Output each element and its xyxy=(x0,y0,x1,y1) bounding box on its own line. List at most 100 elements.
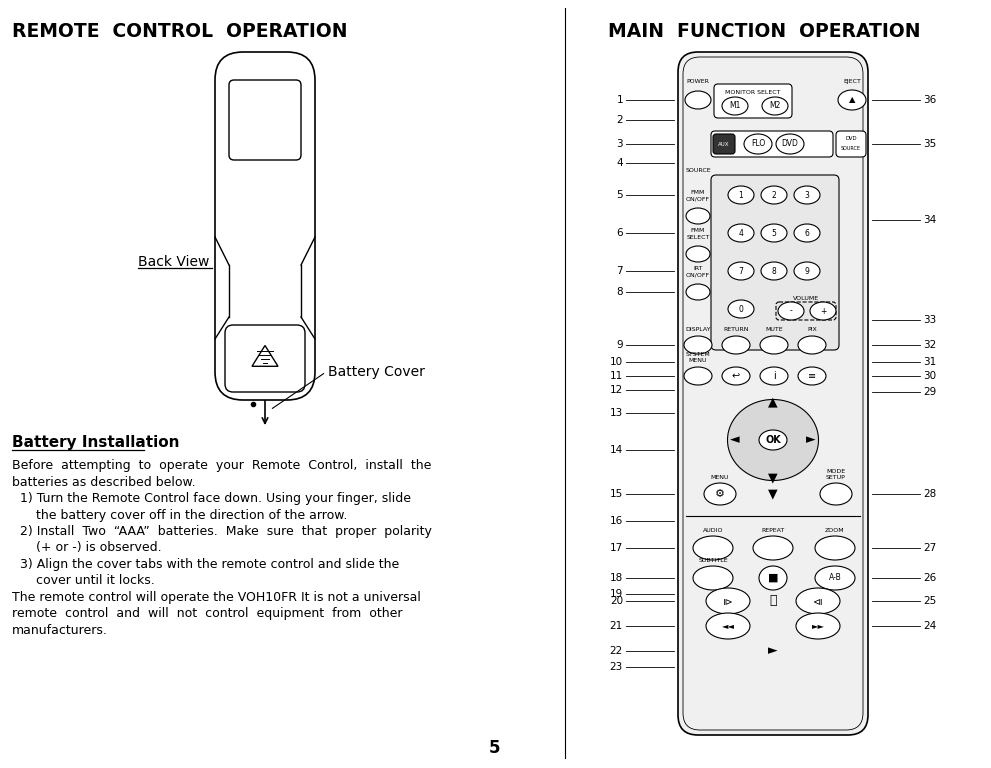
Text: 22: 22 xyxy=(609,646,623,656)
Text: A-B: A-B xyxy=(828,574,841,582)
Text: 9: 9 xyxy=(805,266,810,276)
FancyBboxPatch shape xyxy=(678,52,868,735)
Text: OK: OK xyxy=(765,435,781,445)
Text: 5: 5 xyxy=(772,229,776,237)
Text: The remote control will operate the VOH10FR It is not a universal: The remote control will operate the VOH1… xyxy=(12,591,421,604)
Text: ▲: ▲ xyxy=(768,396,778,409)
Text: 6: 6 xyxy=(805,229,810,237)
Text: Battery Cover: Battery Cover xyxy=(328,365,425,379)
Text: 16: 16 xyxy=(609,516,623,526)
Polygon shape xyxy=(252,346,278,366)
Text: manufacturers.: manufacturers. xyxy=(12,624,108,637)
Text: batteries as described below.: batteries as described below. xyxy=(12,475,195,488)
Text: 25: 25 xyxy=(923,596,936,606)
Text: 24: 24 xyxy=(923,621,936,631)
Ellipse shape xyxy=(744,134,772,154)
Text: 8: 8 xyxy=(616,287,623,297)
Text: ►►: ►► xyxy=(812,621,825,631)
FancyBboxPatch shape xyxy=(711,131,833,157)
Text: 26: 26 xyxy=(923,573,936,583)
Ellipse shape xyxy=(706,613,750,639)
FancyBboxPatch shape xyxy=(711,175,839,350)
Ellipse shape xyxy=(753,536,793,560)
Text: MODE
SETUP: MODE SETUP xyxy=(826,469,846,480)
Ellipse shape xyxy=(760,336,788,354)
FancyBboxPatch shape xyxy=(225,325,305,392)
Text: 20: 20 xyxy=(609,596,623,606)
Text: 1: 1 xyxy=(738,190,743,200)
Ellipse shape xyxy=(759,566,787,590)
Text: Back View: Back View xyxy=(138,255,209,269)
Text: IRT
ON/OFF: IRT ON/OFF xyxy=(686,266,711,277)
Text: DVD: DVD xyxy=(845,137,857,141)
Text: ◄◄: ◄◄ xyxy=(721,621,734,631)
Text: 2: 2 xyxy=(616,115,623,125)
Text: the battery cover off in the direction of the arrow.: the battery cover off in the direction o… xyxy=(12,508,348,521)
Text: 9: 9 xyxy=(616,340,623,350)
Text: ↩: ↩ xyxy=(732,371,740,381)
Text: ▲: ▲ xyxy=(848,95,855,104)
Text: AUDIO: AUDIO xyxy=(703,528,723,533)
Ellipse shape xyxy=(776,134,804,154)
Text: REPEAT: REPEAT xyxy=(761,528,785,533)
Text: 3: 3 xyxy=(805,190,810,200)
Text: 4: 4 xyxy=(616,158,623,168)
Text: 29: 29 xyxy=(923,387,936,397)
Ellipse shape xyxy=(794,186,820,204)
Text: 0: 0 xyxy=(738,304,743,313)
Text: M2: M2 xyxy=(769,101,781,111)
Text: 35: 35 xyxy=(923,139,936,149)
Ellipse shape xyxy=(693,566,733,590)
Ellipse shape xyxy=(728,300,754,318)
Text: (+ or -) is observed.: (+ or -) is observed. xyxy=(12,541,162,554)
Text: VOLUME: VOLUME xyxy=(793,296,820,300)
Text: ■: ■ xyxy=(768,573,778,583)
Text: FMM
ON/OFF: FMM ON/OFF xyxy=(686,190,711,202)
Text: i: i xyxy=(773,371,775,381)
Text: 7: 7 xyxy=(738,266,743,276)
Text: DVD: DVD xyxy=(782,140,799,148)
Ellipse shape xyxy=(838,90,866,110)
Ellipse shape xyxy=(798,367,826,385)
Text: ▼: ▼ xyxy=(768,472,778,485)
Ellipse shape xyxy=(693,536,733,560)
Text: ⧐: ⧐ xyxy=(723,596,733,606)
Text: 19: 19 xyxy=(609,589,623,599)
Text: ≡: ≡ xyxy=(808,371,816,381)
Ellipse shape xyxy=(727,399,819,481)
Ellipse shape xyxy=(796,613,840,639)
Ellipse shape xyxy=(722,367,750,385)
Ellipse shape xyxy=(761,186,787,204)
FancyBboxPatch shape xyxy=(215,52,315,400)
Text: SOURCE: SOURCE xyxy=(685,168,711,173)
Ellipse shape xyxy=(728,186,754,204)
Text: 11: 11 xyxy=(609,371,623,381)
Text: 6: 6 xyxy=(616,228,623,238)
Text: FLO: FLO xyxy=(751,140,765,148)
Ellipse shape xyxy=(686,246,710,262)
Text: remote  control  and  will  not  control  equipment  from  other: remote control and will not control equi… xyxy=(12,607,402,621)
Text: ZOOM: ZOOM xyxy=(826,528,844,533)
Text: 1: 1 xyxy=(616,95,623,105)
Ellipse shape xyxy=(686,208,710,224)
Text: PIX: PIX xyxy=(807,327,817,332)
Ellipse shape xyxy=(810,302,836,320)
Text: SUBTITLE: SUBTITLE xyxy=(699,558,727,563)
Ellipse shape xyxy=(684,336,712,354)
Ellipse shape xyxy=(761,262,787,280)
Text: ►: ► xyxy=(768,644,778,657)
Text: 21: 21 xyxy=(609,621,623,631)
Ellipse shape xyxy=(728,224,754,242)
Text: FMM
SELECT: FMM SELECT xyxy=(687,228,710,240)
Ellipse shape xyxy=(722,97,748,115)
Text: DISPLAY: DISPLAY xyxy=(685,327,711,332)
Ellipse shape xyxy=(704,483,736,505)
Text: POWER: POWER xyxy=(687,79,710,84)
Text: +: + xyxy=(820,306,826,316)
Ellipse shape xyxy=(706,588,750,614)
Text: 12: 12 xyxy=(609,385,623,395)
Text: AUX: AUX xyxy=(718,141,729,147)
Text: MENU: MENU xyxy=(711,475,729,480)
Text: 34: 34 xyxy=(923,215,936,225)
Text: 27: 27 xyxy=(923,543,936,553)
